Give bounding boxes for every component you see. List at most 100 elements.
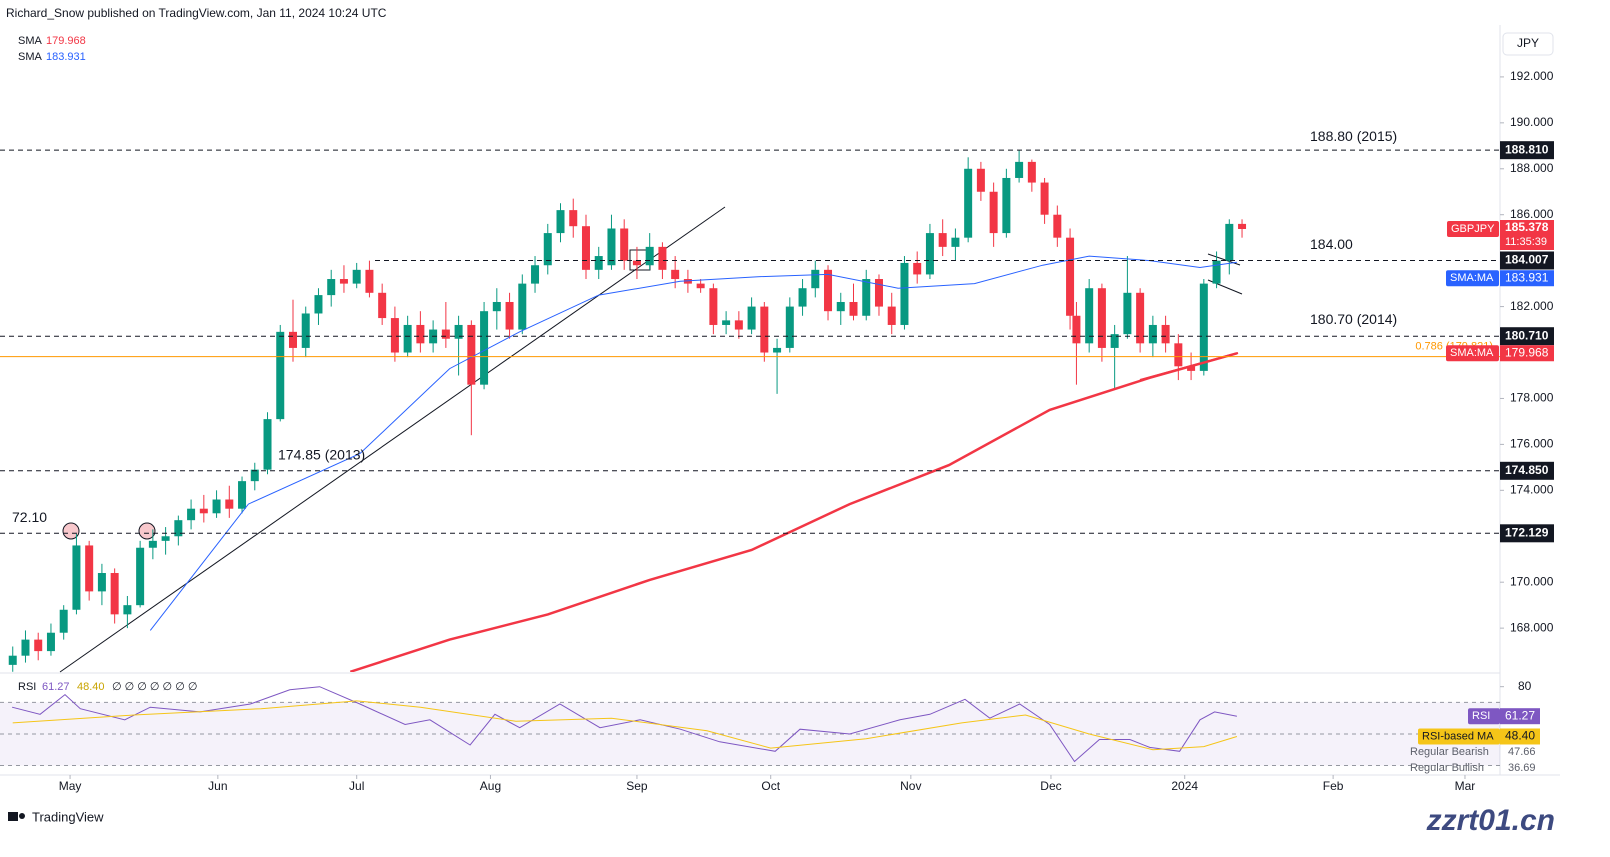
candle-body xyxy=(212,499,221,514)
candle-body xyxy=(1238,223,1247,229)
y-tick-label: 182.000 xyxy=(1510,299,1554,313)
x-tick-label: Dec xyxy=(1040,779,1061,793)
level-axis-label: 184.007 xyxy=(1505,253,1549,267)
rsi-value-box xyxy=(1500,728,1540,745)
legend-name: SMA xyxy=(18,35,43,47)
candle-body xyxy=(174,520,183,537)
divergence-name: Regular Bullish xyxy=(1410,762,1484,774)
candle-body xyxy=(467,324,476,385)
marker-circle xyxy=(62,522,80,540)
rsi-legend-extra: ∅ ∅ ∅ ∅ ∅ ∅ ∅ xyxy=(112,681,197,693)
candle-body xyxy=(1085,288,1094,344)
candle-body xyxy=(709,288,718,325)
candle-body xyxy=(136,547,145,606)
candle-body xyxy=(836,301,845,312)
level-axis-label: 188.810 xyxy=(1505,142,1549,156)
last-price: 185.378 xyxy=(1505,220,1549,234)
brand-logo[interactable]: TradingView xyxy=(8,809,104,824)
candle-body xyxy=(339,279,348,284)
candle-body xyxy=(85,545,94,592)
level-axis-label: 180.710 xyxy=(1505,328,1549,342)
candle-body xyxy=(913,262,922,275)
rsi-legend-value: 48.40 xyxy=(77,681,105,693)
candle-body xyxy=(492,301,501,312)
x-tick-label: 2024 xyxy=(1171,779,1198,793)
y-tick-label: 174.000 xyxy=(1510,482,1554,496)
symbol-tag xyxy=(1447,220,1499,237)
candle-body xyxy=(288,331,297,348)
candle-body xyxy=(798,288,807,307)
x-tick-label: Jun xyxy=(208,779,227,793)
candle-body xyxy=(964,168,973,238)
countdown: 11:35:39 xyxy=(1505,236,1547,248)
divergence-value: 47.66 xyxy=(1508,746,1536,758)
candle-body xyxy=(734,320,743,330)
ma-tag xyxy=(1446,270,1499,287)
currency-box[interactable] xyxy=(1502,32,1554,56)
rsi-title: RSI xyxy=(18,681,36,693)
level-axis-box xyxy=(1500,141,1554,160)
trendline xyxy=(59,206,726,673)
series-line xyxy=(149,255,1237,631)
logo-mark[interactable] xyxy=(8,812,18,821)
candle-body xyxy=(505,301,514,330)
legend-value: 179.968 xyxy=(46,35,86,47)
ma-tag-label: SMA:MA xyxy=(1450,272,1494,284)
candle-body xyxy=(1161,324,1170,344)
candle-body xyxy=(1066,237,1075,316)
logo-mark[interactable] xyxy=(19,813,25,819)
x-tick-label: Jul xyxy=(349,779,364,793)
candle-body xyxy=(632,260,641,266)
candle-body xyxy=(1174,343,1183,367)
legend-value: 183.931 xyxy=(46,51,86,63)
x-tick-label: Aug xyxy=(480,779,501,793)
candle-body xyxy=(1040,182,1049,215)
candle-body xyxy=(199,508,208,514)
candle-body xyxy=(1072,315,1081,344)
x-tick-label: May xyxy=(59,779,82,793)
brand[interactable]: TradingView xyxy=(32,809,104,824)
candle-body xyxy=(747,306,756,330)
candle-body xyxy=(59,609,68,633)
candle-body xyxy=(671,269,680,280)
candle-body xyxy=(1015,161,1024,178)
candle-body xyxy=(989,191,998,234)
candle-body xyxy=(390,318,399,353)
candle-body xyxy=(862,279,871,316)
candle-body xyxy=(645,246,654,266)
divergence-name: Regular Bearish xyxy=(1410,746,1489,758)
ma-value-box xyxy=(1500,270,1554,287)
candle-body xyxy=(760,306,769,353)
y-tick-label: 176.000 xyxy=(1510,437,1554,451)
candle-body xyxy=(951,237,960,247)
candle-body xyxy=(97,573,106,592)
rsi-pane xyxy=(0,686,1500,766)
rsi-value: 61.27 xyxy=(1505,708,1535,722)
candle-body xyxy=(874,279,883,307)
x-tick-label: Mar xyxy=(1455,779,1476,793)
watermark: zzrt01.cn xyxy=(1426,804,1555,837)
candle-body xyxy=(238,481,247,509)
flag-line xyxy=(1207,253,1241,266)
last-price-box xyxy=(1500,219,1554,250)
candle-body xyxy=(1053,214,1062,238)
publisher: Richard_Snow published on TradingView.co… xyxy=(6,6,387,20)
level-label: 184.00 xyxy=(1310,236,1353,252)
currency[interactable]: JPY xyxy=(1517,36,1539,50)
level-axis-box xyxy=(1500,524,1554,543)
candle-body xyxy=(594,256,603,270)
ma-value: 183.931 xyxy=(1505,270,1549,284)
ma-value-box xyxy=(1500,345,1554,362)
candle-body xyxy=(250,469,259,482)
x-tick-label: Oct xyxy=(761,779,780,793)
candle-body xyxy=(581,226,590,270)
rsi-legend-value: 61.27 xyxy=(42,681,70,693)
candle-body xyxy=(1225,223,1234,261)
y-tick-label: 170.000 xyxy=(1510,574,1554,588)
divergence-value: 36.69 xyxy=(1508,762,1536,774)
candle-body xyxy=(123,605,132,615)
candle-body xyxy=(161,536,170,541)
y-tick-label: 192.000 xyxy=(1510,69,1554,83)
candle-body xyxy=(1097,288,1106,348)
